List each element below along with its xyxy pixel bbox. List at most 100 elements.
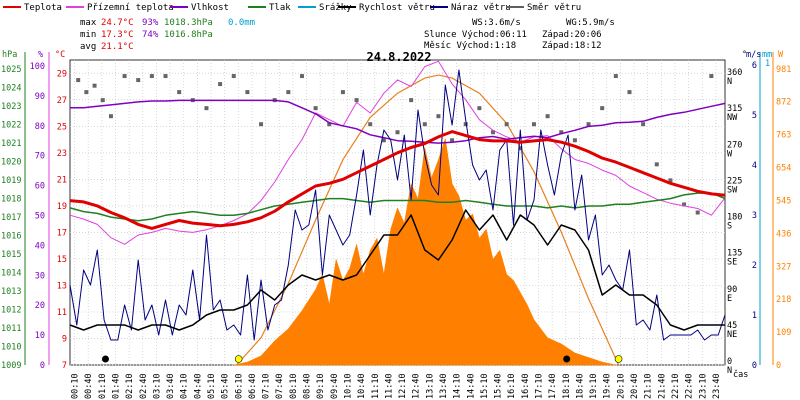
pressure-tick-label: 1014 bbox=[1, 269, 21, 279]
pressure-tick-label: 1021 bbox=[1, 139, 21, 149]
direction-tick-label: 270 bbox=[727, 140, 742, 150]
wind-direction-point bbox=[76, 78, 81, 83]
x-tick-label: 02:40 bbox=[139, 373, 149, 399]
wind-direction-point bbox=[463, 122, 468, 127]
wind-direction-point bbox=[682, 202, 687, 207]
wind-direction-point bbox=[709, 74, 714, 79]
x-tick-label: 05:40 bbox=[221, 373, 231, 399]
x-tick-label: 17:40 bbox=[548, 373, 558, 399]
wind-direction-point bbox=[204, 106, 209, 111]
wind-direction-point bbox=[136, 78, 141, 83]
wind-direction-point bbox=[409, 98, 414, 103]
solar-radiation-layer bbox=[233, 74, 620, 366]
humidity-tick-label: 80 bbox=[35, 122, 45, 132]
direction-tick-label: 225 bbox=[727, 176, 742, 186]
humidity-tick-label: 30 bbox=[35, 271, 45, 281]
wind-direction-point bbox=[313, 106, 318, 111]
direction-tick-letter: NW bbox=[727, 113, 738, 123]
wind-direction-point bbox=[613, 74, 618, 79]
humidity-tick-label: 60 bbox=[35, 182, 45, 192]
direction-tick-letter: N bbox=[727, 366, 732, 376]
direction-tick-label: 360 bbox=[727, 68, 742, 78]
pressure-tick-label: 1018 bbox=[1, 195, 21, 205]
wind-tick-label: 3 bbox=[752, 211, 757, 221]
temperature-unit: °C bbox=[55, 50, 65, 60]
legend-label: Náraz větru bbox=[451, 3, 511, 13]
wind-direction-point bbox=[84, 90, 89, 95]
wind-direction-layer bbox=[76, 74, 714, 215]
direction-tick-label: 135 bbox=[727, 249, 742, 259]
direction-tick-letter: NE bbox=[727, 330, 737, 340]
info-moon-set: Západ:18:12 bbox=[542, 41, 602, 51]
solar-tick-label: 436 bbox=[776, 229, 791, 239]
humidity-tick-label: 50 bbox=[35, 211, 45, 221]
series-solar-radiation bbox=[233, 138, 616, 366]
solar-tick-label: 218 bbox=[776, 295, 791, 305]
legend-label: Teplota bbox=[24, 3, 62, 13]
direction-tick-label: 90 bbox=[727, 285, 737, 295]
wind-direction-point bbox=[299, 74, 304, 79]
x-tick-label: 15:40 bbox=[494, 373, 504, 399]
wind-direction-point bbox=[286, 90, 291, 95]
pressure-tick-label: 1015 bbox=[1, 250, 21, 260]
temperature-tick-label: 15 bbox=[57, 255, 67, 265]
pressure-tick-label: 1012 bbox=[1, 306, 21, 316]
wind-direction-point bbox=[641, 122, 646, 127]
solar-tick-label: 0 bbox=[776, 361, 781, 371]
x-tick-label: 08:40 bbox=[303, 373, 313, 399]
stats-max-temp: 24.7°C bbox=[101, 18, 134, 28]
legend-item: Přízemní teplota bbox=[66, 3, 174, 13]
x-tick-label: 17:10 bbox=[535, 373, 545, 399]
legend-item: Teplota bbox=[3, 3, 62, 13]
info-sun-set: Západ:20:06 bbox=[542, 30, 602, 40]
info-block: WS:3.6m/s WG:5.9m/s Slunce Východ:06:11 … bbox=[424, 18, 615, 51]
solar-tick-label: 109 bbox=[776, 328, 791, 338]
wind-direction-point bbox=[92, 83, 97, 88]
x-tick-label: 00:10 bbox=[71, 373, 81, 399]
direction-tick-label: 45 bbox=[727, 321, 737, 331]
x-tick-label: 12:40 bbox=[412, 373, 422, 399]
wind-direction-point bbox=[450, 138, 455, 143]
info-wg: WG:5.9m/s bbox=[566, 18, 615, 28]
stats-min-press: 1016.8hPa bbox=[164, 30, 213, 40]
pressure-tick-label: 1017 bbox=[1, 213, 21, 223]
x-tick-label: 21:10 bbox=[644, 373, 654, 399]
x-tick-label: 15:10 bbox=[480, 373, 490, 399]
wind-tick-label: 4 bbox=[752, 161, 757, 171]
legend: Teplota Přízemní teplota Vlhkost Tlak Srážky… bbox=[3, 3, 581, 13]
wind-direction-point bbox=[422, 122, 427, 127]
x-tick-label: 08:10 bbox=[289, 373, 299, 399]
wind-direction-point bbox=[245, 90, 250, 95]
pressure-tick-label: 1010 bbox=[1, 343, 21, 353]
pressure-tick-label: 1009 bbox=[1, 361, 21, 371]
pressure-tick-label: 1022 bbox=[1, 121, 21, 131]
wind-direction-point bbox=[231, 74, 236, 79]
wind-direction-point bbox=[491, 130, 496, 135]
solar-tick-label: 872 bbox=[776, 98, 791, 108]
temperature-tick-label: 17 bbox=[57, 228, 67, 238]
x-tick-label: 16:40 bbox=[521, 373, 531, 399]
humidity-tick-label: 100 bbox=[30, 62, 45, 72]
wind-direction-point bbox=[436, 114, 441, 119]
humidity-tick-label: 10 bbox=[35, 331, 45, 341]
solar-tick-label: 763 bbox=[776, 131, 791, 141]
wind-direction-point bbox=[654, 162, 659, 167]
wind-direction-point bbox=[368, 122, 373, 127]
legend-item: Náraz větru bbox=[430, 3, 511, 13]
direction-tick-letter: S bbox=[727, 222, 732, 232]
pressure-tick-label: 1025 bbox=[1, 65, 21, 75]
x-tick-label: 06:40 bbox=[248, 373, 258, 399]
series-lines-layer bbox=[69, 60, 726, 363]
solar-tick-label: 545 bbox=[776, 196, 791, 206]
legend-item: Směr větru bbox=[506, 3, 581, 13]
stats-max-press: 1018.3hPa bbox=[164, 18, 213, 28]
direction-tick-letter: SE bbox=[727, 258, 737, 268]
x-tick-label: 09:40 bbox=[330, 373, 340, 399]
x-tick-label: 00:40 bbox=[84, 373, 94, 399]
pressure-unit: hPa bbox=[2, 50, 17, 60]
wind-tick-label: 5 bbox=[752, 111, 757, 121]
temperature-tick-label: 13 bbox=[57, 281, 67, 291]
pressure-tick-label: 1019 bbox=[1, 176, 21, 186]
wind-direction-point bbox=[600, 106, 605, 111]
x-tick-label: 03:40 bbox=[166, 373, 176, 399]
